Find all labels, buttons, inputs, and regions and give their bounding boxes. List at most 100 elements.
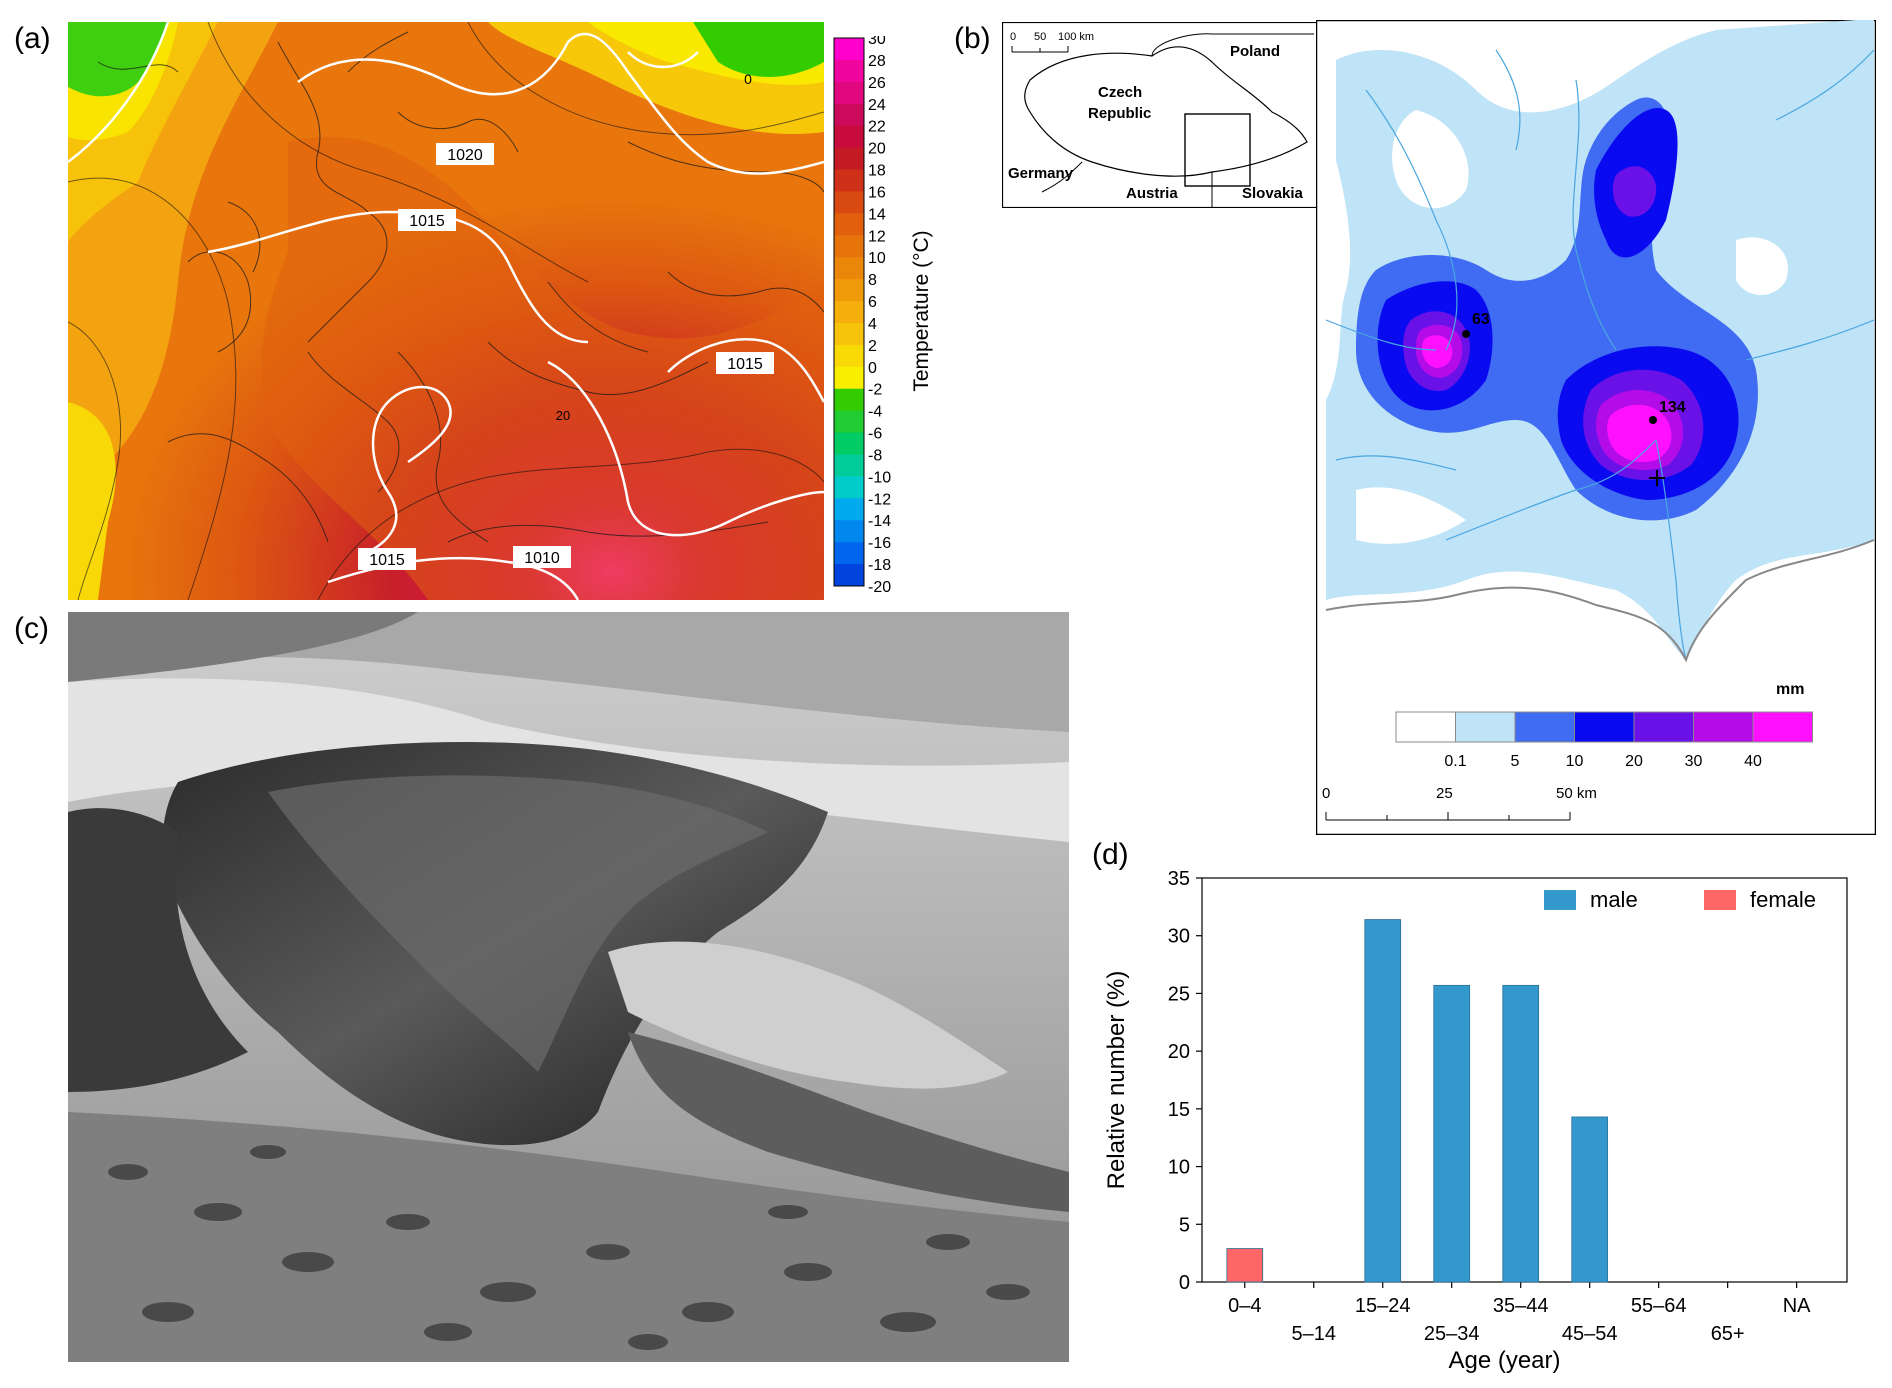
y-tick-label: 5 [1179, 1214, 1190, 1236]
bar-male [1502, 984, 1540, 1283]
scale-label: 25 [1436, 785, 1453, 802]
x-axis-label: Age (year) [1448, 1347, 1560, 1374]
colorbar-swatch [834, 322, 864, 346]
isobar-label: 1015 [369, 552, 405, 569]
legend-tick-label: 0.1 [1444, 753, 1466, 770]
colorbar-swatch [834, 38, 864, 61]
legend-tick-label: 10 [1566, 753, 1584, 770]
bar-male [1571, 1116, 1609, 1283]
colorbar-tick-label: -20 [868, 579, 891, 596]
inset-label-poland: Poland [1230, 43, 1280, 60]
colorbar-tick-label: -6 [868, 426, 882, 443]
x-tick-label: 65+ [1711, 1323, 1745, 1345]
inset-locator-map: 0 50 100 km Poland Czech Republic German… [1002, 22, 1318, 208]
age-bar-chart: 0 5 10 15 20 25 30 35 0–4 5–14 15–24 25–34 35–44 45–5… [1103, 868, 1848, 1374]
colorbar-tick-label: 0 [868, 360, 877, 377]
colorbar-tick-label: 2 [868, 338, 877, 355]
legend-swatch-male [1544, 890, 1576, 910]
legend-swatch [1455, 711, 1516, 743]
legend-unit: mm [1776, 681, 1804, 698]
colorbar-swatch [834, 454, 864, 477]
colorbar-swatch [834, 103, 864, 127]
colorbar-tick-label: -8 [868, 447, 882, 464]
colorbar-swatch [834, 125, 864, 149]
y-tick-label: 0 [1179, 1272, 1190, 1294]
isobar-label: 1010 [524, 550, 560, 567]
legend-label-male: male [1590, 887, 1638, 912]
bar-male [1364, 919, 1402, 1283]
colorbar-tick-label: -18 [868, 557, 891, 574]
colorbar-swatch [834, 344, 864, 368]
legend-swatch [1395, 711, 1456, 743]
colorbar-tick-label: -12 [868, 491, 891, 508]
colorbar-tick-label: 24 [868, 97, 886, 114]
panel-d-letter: (d) [1092, 838, 1129, 871]
legend-swatch [1574, 711, 1635, 743]
y-tick-label: 20 [1168, 1041, 1190, 1063]
x-tick-label: NA [1783, 1295, 1811, 1317]
x-tick-label: 55–64 [1631, 1295, 1687, 1317]
y-tick-label: 35 [1168, 868, 1190, 890]
colorbar-swatch [834, 410, 864, 434]
isobar-label: 1015 [727, 356, 763, 373]
colorbar-swatch [834, 279, 864, 302]
colorbar-swatch [834, 564, 864, 587]
colorbar-tick-label: 20 [868, 141, 886, 158]
isobar-label: 1020 [447, 147, 483, 164]
temperature-map: 1020 1015 1015 1015 1010 0 20 [68, 22, 824, 600]
panel-b-letter: (b) [954, 22, 991, 55]
temperature-colorbar: 302826242220181614121086420-2-4-6-8-10-1… [833, 36, 933, 596]
colorbar-tick-label: 28 [868, 53, 886, 70]
x-tick-label: 25–34 [1424, 1323, 1480, 1345]
x-tick-label: 5–14 [1292, 1323, 1337, 1345]
bar-male [1433, 984, 1471, 1283]
isobar-label: 1015 [409, 213, 445, 230]
colorbar-swatch [834, 169, 864, 192]
legend-tick-label: 40 [1744, 753, 1762, 770]
inset-label-austria: Austria [1126, 185, 1178, 202]
colorbar-swatch [834, 257, 864, 280]
colorbar-swatch [834, 147, 864, 171]
colorbar-title: Temperature (°C) [910, 230, 933, 391]
colorbar-swatch [834, 520, 864, 543]
colorbar-tick-label: 30 [868, 36, 886, 48]
colorbar-swatch [834, 191, 864, 214]
gully-erosion-photo [68, 612, 1069, 1362]
colorbar-swatch [834, 498, 864, 521]
inset-scale-label: 100 km [1058, 31, 1094, 43]
colorbar-swatch [834, 301, 864, 324]
legend-tick-label: 5 [1511, 753, 1520, 770]
x-tick-label: 45–54 [1562, 1323, 1618, 1345]
legend-swatch [1693, 711, 1754, 743]
panel-a-letter: (a) [14, 22, 51, 55]
inset-label-czech: Czech [1098, 84, 1142, 101]
colorbar-swatch [834, 81, 864, 105]
legend-label-female: female [1750, 887, 1816, 912]
colorbar-swatch [834, 476, 864, 499]
legend-swatch [1514, 711, 1575, 743]
y-tick-label: 10 [1168, 1157, 1190, 1179]
legend-swatch-female [1704, 890, 1736, 910]
colorbar-tick-label: 10 [868, 250, 886, 267]
precipitation-map: 63 134 mm 0.1 5 10 20 30 40 0 25 50 km [1316, 20, 1876, 835]
legend-tick-label: 20 [1625, 753, 1643, 770]
colorbar-tick-label: 8 [868, 272, 877, 289]
inset-scale-label: 0 [1010, 31, 1016, 43]
colorbar-swatch [834, 388, 864, 412]
colorbar-swatch [834, 432, 864, 455]
colorbar-tick-label: -2 [868, 382, 882, 399]
colorbar-tick-label: 16 [868, 184, 886, 201]
colorbar-swatch [834, 213, 864, 236]
inset-label-germany: Germany [1008, 165, 1074, 182]
scale-label: 50 km [1556, 785, 1597, 802]
colorbar-tick-label: 6 [868, 294, 877, 311]
colorbar-tick-label: -14 [868, 513, 891, 530]
station-value-63: 63 [1472, 311, 1490, 328]
cross-marker [1649, 470, 1665, 486]
contour-label: 0 [744, 71, 752, 87]
colorbar-tick-label: -4 [868, 404, 882, 421]
bar-female [1226, 1248, 1264, 1283]
colorbar-tick-label: -10 [868, 469, 891, 486]
colorbar-tick-label: 14 [868, 206, 886, 223]
y-tick-label: 30 [1168, 926, 1190, 948]
